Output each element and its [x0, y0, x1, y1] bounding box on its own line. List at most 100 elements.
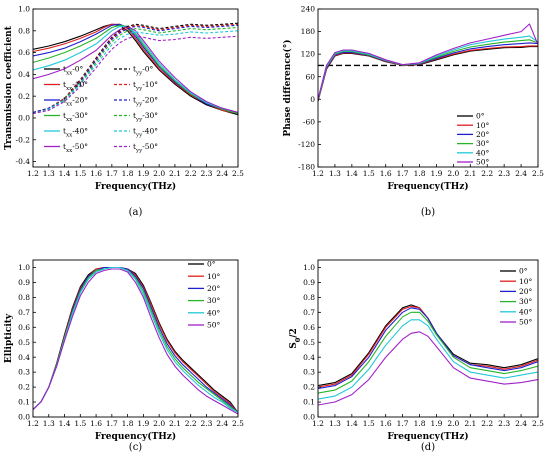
x-tick-label: 2.2	[481, 419, 493, 428]
x-tick-label: 1.9	[430, 169, 442, 178]
chart-d: 1.2 1.3 1.4 1.5 1.6 1.7 1.8 1.9 2.0 2.1 2.2 2.3 2.4 2…	[289, 259, 544, 453]
series-line-tyy30	[33, 26, 238, 115]
y-tick-label: 0.3	[18, 368, 30, 377]
legend-label: txx-10°	[63, 80, 88, 92]
series-group	[318, 23, 538, 102]
x-tick-label: 1.5	[363, 169, 375, 178]
series-line-txx0	[33, 23, 238, 116]
legend-label: 40°	[476, 148, 490, 157]
x-tick-label: 2.3	[200, 419, 212, 428]
y-tick-label: -180	[298, 163, 315, 172]
y-tick-label: 0.9	[18, 278, 30, 287]
x-tick-label: 2.4	[515, 419, 527, 428]
y-tick-label: 0.7	[303, 308, 315, 317]
y-tick-label: 1.0	[18, 263, 30, 272]
x-tick-label: 1.7	[106, 419, 118, 428]
y-tick-label: 60	[305, 72, 315, 81]
x-axis-label: Frequency(THz)	[387, 181, 468, 192]
y-tick-label: 0.2	[18, 383, 30, 392]
legend-label: 20°	[476, 130, 490, 139]
legend-label: tyy-20°	[133, 96, 158, 108]
x-tick-label: 2.3	[498, 169, 510, 178]
legend-label: 10°	[476, 121, 490, 130]
x-tick-label: 1.9	[137, 169, 149, 178]
x-tick-label: 1.9	[137, 419, 149, 428]
y-tick-label: 0.8	[18, 26, 30, 35]
legend-label: tyy-50°	[133, 142, 158, 154]
x-tick-label: 1.6	[380, 419, 392, 428]
series-group	[33, 22, 238, 116]
x-tick-label: 2.4	[216, 419, 228, 428]
y-tick-label: 0.0	[303, 413, 315, 422]
y-tick-label: -0.2	[16, 135, 31, 144]
x-axis-label: Frequency(THz)	[95, 431, 176, 442]
series-line-p0	[318, 46, 538, 102]
plot-frame	[317, 259, 539, 418]
x-tick-label: 1.2	[27, 419, 39, 428]
y-axis-label: Ellipticity	[4, 313, 14, 363]
x-tick-label: 1.6	[380, 169, 392, 178]
legend: 0°10°20°30°40°50°	[500, 267, 533, 327]
y-tick-label: 1.0	[18, 5, 30, 14]
chart-a: 1.2 1.3 1.4 1.5 1.6 1.7 1.8 1.9 2.0 2.1 2.2 2.3 2.4 2…	[4, 5, 244, 218]
series-line-p50	[318, 23, 538, 100]
x-tick-label: 2.3	[200, 169, 212, 178]
x-tick-label: 1.3	[43, 419, 55, 428]
x-tick-label: 2.2	[185, 419, 197, 428]
series-group	[318, 304, 538, 406]
legend-label: 30°	[207, 296, 221, 305]
x-tick-label: 1.5	[74, 419, 86, 428]
series-group	[33, 266, 238, 415]
y-tick-label: 0.6	[303, 323, 315, 332]
legend-label: tyy-10°	[133, 80, 158, 92]
y-tick-label: 120	[301, 50, 316, 59]
y-tick-label: 0.4	[18, 353, 30, 362]
y-tick-label: 0.2	[303, 383, 315, 392]
y-tick-label: 0.4	[303, 353, 315, 362]
y-tick-label: 0.1	[18, 398, 30, 407]
series-line-p10	[318, 45, 538, 101]
x-tick-label: 1.9	[430, 419, 442, 428]
plot-frame	[32, 8, 239, 168]
plot-frame	[32, 259, 239, 418]
x-tick-label: 1.8	[414, 419, 426, 428]
x-tick-label: 2.2	[481, 169, 493, 178]
y-tick-label: 0.0	[18, 114, 30, 123]
x-tick-label: 1.4	[59, 419, 71, 428]
x-tick-label: 2.5	[232, 419, 244, 428]
legend-label: 50°	[519, 318, 533, 327]
x-tick-label: 2.0	[153, 419, 165, 428]
x-tick-label: 1.8	[122, 419, 134, 428]
x-tick-label: 1.7	[397, 169, 409, 178]
y-tick-label: 0.9	[303, 278, 315, 287]
x-tick-label: 1.7	[106, 169, 118, 178]
x-tick-label: 2.4	[515, 169, 527, 178]
legend-label: 10°	[519, 277, 533, 286]
legend: 0°10°20°30°40°50°	[457, 112, 490, 167]
y-tick-label: 1.0	[303, 263, 315, 272]
series-line-s20	[318, 307, 538, 390]
series-line-e40	[33, 266, 238, 413]
series-line-tyy40	[33, 30, 238, 115]
y-tick-label: -60	[303, 117, 315, 126]
chart-c: 1.2 1.3 1.4 1.5 1.6 1.7 1.8 1.9 2.0 2.1 2.2 2.3 2.4 2…	[4, 259, 244, 453]
legend-label: 50°	[207, 321, 221, 330]
y-tick-label: 240	[301, 5, 316, 14]
x-tick-label: 2.0	[447, 169, 459, 178]
y-tick-label: 0.3	[303, 368, 315, 377]
y-tick-label: 0.7	[18, 308, 30, 317]
y-tick-label: 0.0	[18, 413, 30, 422]
legend: 0°10°20°30°40°50°	[188, 260, 221, 330]
x-axis-label: Frequency(THz)	[95, 181, 176, 192]
x-tick-label: 1.2	[27, 169, 39, 178]
legend-label: 0°	[207, 260, 216, 269]
x-tick-label: 2.0	[153, 169, 165, 178]
y-axis-label: Phase difference(°)	[282, 39, 293, 136]
legend-label: tyy-40°	[133, 127, 158, 139]
legend-label: 30°	[476, 139, 490, 148]
y-tick-label: 0.6	[18, 323, 30, 332]
legend-label: 20°	[519, 287, 533, 296]
legend-label: tyy-0°	[133, 65, 154, 77]
series-line-s50	[318, 331, 538, 406]
